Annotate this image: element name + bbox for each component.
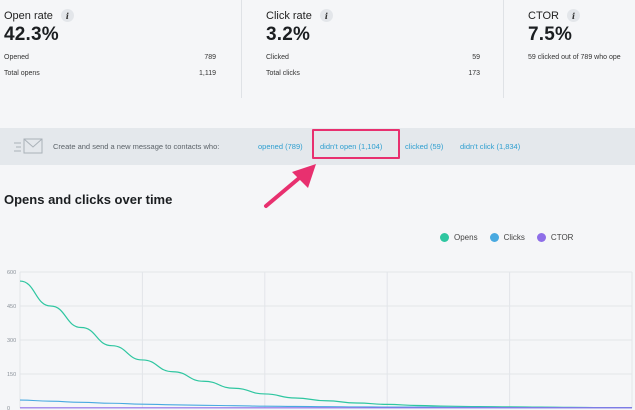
- legend-item-opens[interactable]: Opens: [440, 233, 478, 242]
- ctor-title: CTOR: [528, 9, 559, 22]
- ctor-note: 59 clicked out of 789 who ope: [528, 54, 621, 61]
- follow-up-prompt: Create and send a new message to contact…: [53, 142, 220, 151]
- legend-item-clicks[interactable]: Clicks: [489, 233, 525, 242]
- opened-label: Opened: [4, 54, 29, 61]
- legend-label-ctor: CTOR: [550, 233, 574, 242]
- legend-item-ctor[interactable]: CTOR: [536, 233, 574, 242]
- card-divider: [241, 0, 242, 98]
- legend-dot-clicks: [489, 233, 499, 242]
- opens-clicks-chart: 600 450 300 150 0: [7, 270, 633, 410]
- y-tick-label: 600: [7, 270, 16, 276]
- opened-value: 789: [204, 54, 216, 61]
- clicked-value: 59: [472, 54, 480, 61]
- legend-label-opens: Opens: [454, 233, 478, 242]
- y-tick-label: 150: [7, 372, 16, 378]
- y-tick-label: 0: [7, 406, 10, 410]
- open-rate-title: Open rate: [4, 9, 53, 22]
- ctor-card: CTOR i 7.5% 59 clicked out of 789 who op…: [504, 0, 635, 100]
- link-didnt-click[interactable]: didn't click (1,834): [460, 142, 521, 151]
- clicked-label: Clicked: [266, 54, 289, 61]
- click-rate-value: 3.2%: [266, 24, 311, 45]
- envelope-icon: [14, 138, 43, 154]
- info-icon[interactable]: i: [60, 9, 74, 22]
- y-tick-label: 450: [7, 304, 16, 310]
- total-opens-value: 1,119: [199, 70, 216, 77]
- open-rate-value: 42.3%: [4, 24, 59, 45]
- info-icon[interactable]: i: [319, 9, 333, 22]
- link-opened[interactable]: opened (789): [258, 142, 303, 151]
- link-didnt-open[interactable]: didn't open (1,104): [320, 142, 383, 151]
- total-clicks-value: 173: [468, 70, 480, 77]
- chart-section-title: Opens and clicks over time: [4, 192, 173, 207]
- total-opens-label: Total opens: [4, 70, 40, 77]
- annotation-arrow-icon: [264, 164, 316, 208]
- link-clicked[interactable]: clicked (59): [405, 142, 444, 151]
- legend-dot-ctor: [536, 233, 546, 242]
- legend-label-clicks: Clicks: [503, 233, 525, 242]
- opens-series-line: [19, 280, 632, 409]
- chart-legend: Opens Clicks CTOR: [440, 233, 585, 242]
- highlight-annotation-box: [312, 129, 400, 159]
- legend-dot-opens: [440, 233, 449, 242]
- total-clicks-label: Total clicks: [266, 70, 300, 77]
- click-rate-card: Click rate i 3.2% Clicked 59 Total click…: [242, 0, 502, 100]
- ctor-value: 7.5%: [528, 24, 573, 45]
- open-rate-card: Open rate i 42.3% Opened 789 Total opens…: [0, 0, 240, 100]
- click-rate-title: Click rate: [266, 9, 312, 22]
- card-divider: [503, 0, 504, 98]
- y-tick-label: 300: [7, 338, 16, 344]
- info-icon[interactable]: i: [566, 9, 580, 22]
